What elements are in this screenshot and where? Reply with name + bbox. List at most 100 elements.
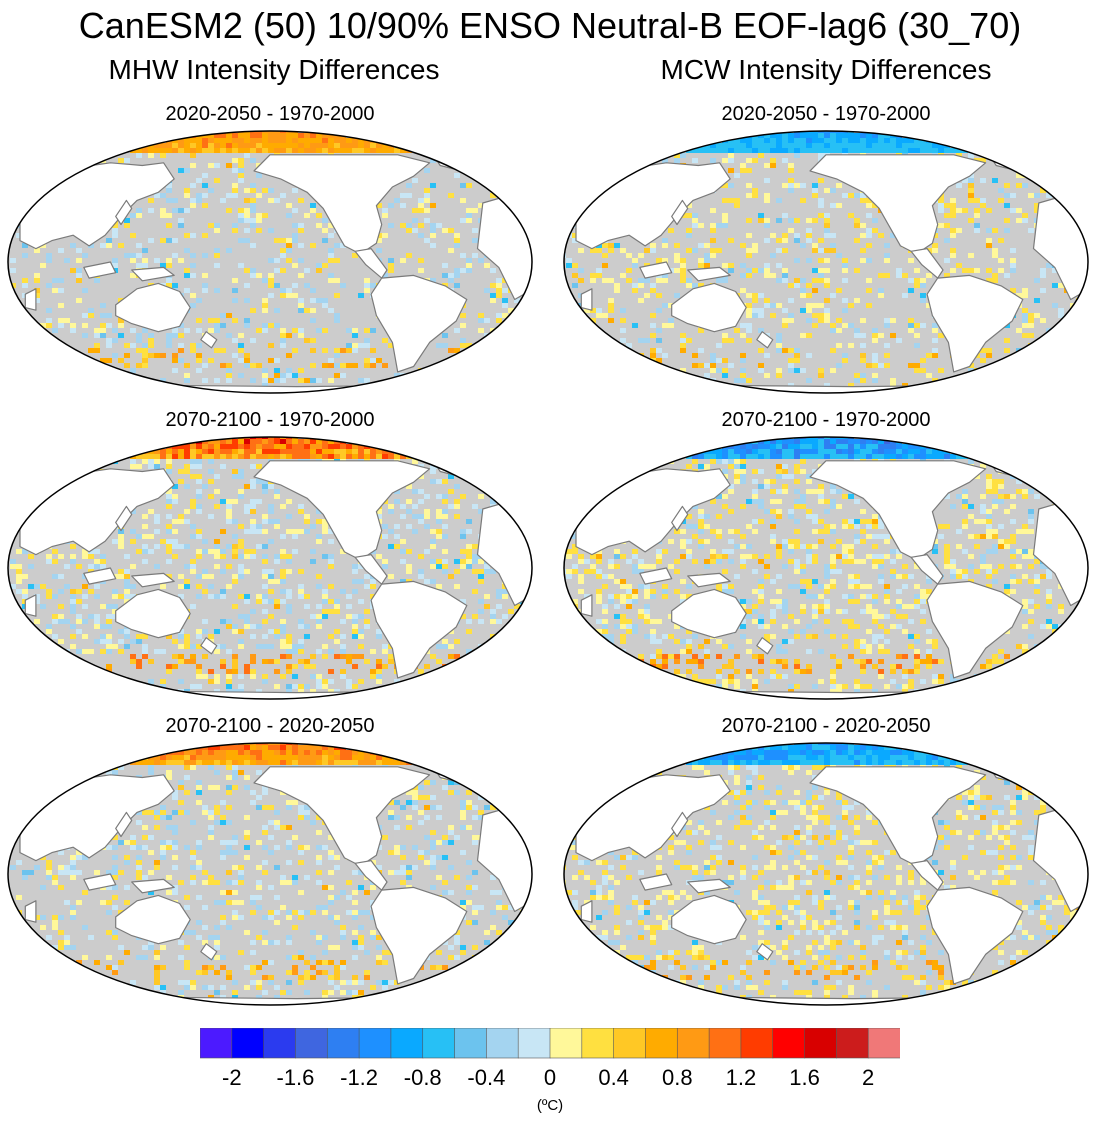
data-cell: [106, 955, 112, 960]
data-cell: [328, 975, 334, 980]
data-cell: [878, 288, 884, 293]
data-cell: [490, 890, 496, 895]
data-cell: [190, 253, 196, 258]
data-cell: [364, 624, 370, 629]
data-cell: [764, 449, 770, 454]
data-cell: [878, 273, 884, 278]
data-cell: [1022, 318, 1028, 323]
data-cell: [788, 358, 794, 363]
data-cell: [764, 353, 770, 358]
data-cell: [472, 840, 478, 845]
data-cell: [364, 970, 370, 975]
data-cell: [286, 439, 292, 444]
data-cell: [596, 308, 602, 313]
data-cell: [286, 604, 292, 609]
data-cell: [190, 454, 196, 459]
data-cell: [298, 850, 304, 855]
data-cell: [914, 343, 920, 348]
data-cell: [674, 258, 680, 263]
data-cell: [400, 539, 406, 544]
data-cell: [382, 449, 388, 454]
data-cell: [334, 454, 340, 459]
data-cell: [334, 609, 340, 614]
data-cell: [280, 444, 286, 449]
data-cell: [310, 674, 316, 679]
data-cell: [334, 654, 340, 659]
data-cell: [106, 323, 112, 328]
data-cell: [298, 594, 304, 599]
data-cell: [800, 333, 806, 338]
data-cell: [316, 328, 322, 333]
data-cell: [382, 644, 388, 649]
map-panel: 2070-2100 - 1970-2000: [560, 408, 1092, 728]
data-cell: [64, 945, 70, 950]
data-cell: [106, 870, 112, 875]
data-cell: [94, 619, 100, 624]
data-cell: [914, 333, 920, 338]
data-cell: [430, 233, 436, 238]
data-cell: [328, 444, 334, 449]
data-cell: [692, 218, 698, 223]
data-cell: [328, 835, 334, 840]
data-cell: [382, 213, 388, 218]
data-cell: [232, 775, 238, 780]
data-cell: [322, 845, 328, 850]
data-cell: [226, 649, 232, 654]
data-cell: [788, 318, 794, 323]
data-cell: [16, 574, 22, 579]
data-cell: [782, 148, 788, 153]
data-cell: [788, 188, 794, 193]
data-cell: [460, 900, 466, 905]
data-cell: [902, 444, 908, 449]
data-cell: [52, 634, 58, 639]
data-cell: [256, 644, 262, 649]
data-cell: [262, 308, 268, 313]
data-cell: [280, 328, 286, 333]
data-cell: [268, 439, 274, 444]
data-cell: [322, 589, 328, 594]
data-cell: [956, 228, 962, 233]
data-cell: [58, 865, 64, 870]
data-cell: [764, 454, 770, 459]
data-cell: [710, 238, 716, 243]
data-cell: [986, 268, 992, 273]
data-cell: [208, 549, 214, 554]
data-cell: [740, 474, 746, 479]
data-cell: [94, 549, 100, 554]
data-cell: [262, 554, 268, 559]
data-cell: [310, 930, 316, 935]
data-cell: [1028, 228, 1034, 233]
data-cell: [286, 131, 292, 133]
data-cell: [166, 549, 172, 554]
data-cell: [376, 679, 382, 684]
data-cell: [94, 559, 100, 564]
data-cell: [716, 278, 722, 283]
data-cell: [590, 248, 596, 253]
data-cell: [196, 669, 202, 674]
data-cell: [196, 449, 202, 454]
data-cell: [806, 148, 812, 153]
data-cell: [316, 534, 322, 539]
data-cell: [788, 474, 794, 479]
data-cell: [262, 449, 268, 454]
data-cell: [596, 248, 602, 253]
data-cell: [130, 328, 136, 333]
data-cell: [668, 323, 674, 328]
data-cell: [878, 439, 884, 444]
data-cell: [148, 679, 154, 684]
data-cell: [466, 890, 472, 895]
data-cell: [1016, 293, 1022, 298]
data-cell: [1010, 263, 1016, 268]
data-cell: [112, 855, 118, 860]
data-cell: [304, 449, 310, 454]
data-cell: [334, 278, 340, 283]
data-cell: [88, 649, 94, 654]
data-cell: [166, 499, 172, 504]
data-cell: [614, 243, 620, 248]
data-cell: [262, 825, 268, 830]
data-cell: [250, 659, 256, 664]
data-cell: [304, 378, 310, 383]
data-cell: [722, 373, 728, 378]
data-cell: [872, 203, 878, 208]
data-cell: [608, 308, 614, 313]
